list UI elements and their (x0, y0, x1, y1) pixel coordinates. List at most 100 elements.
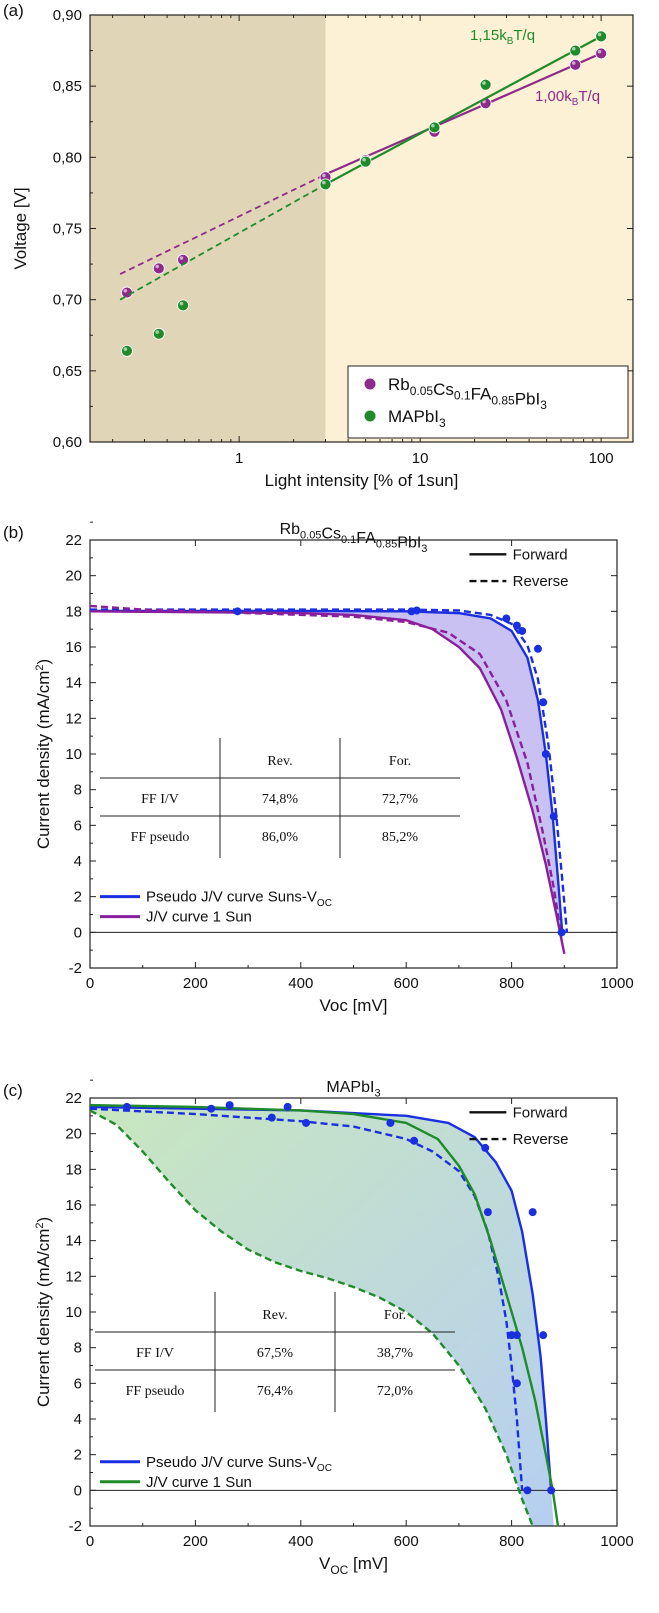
data-point (569, 44, 582, 57)
x-tick-label: 0 (86, 1533, 94, 1550)
pseudo-marker (539, 698, 548, 707)
y-tick-label: 18 (65, 603, 82, 620)
y-tick-label: 10 (65, 1304, 82, 1321)
data-point (121, 286, 133, 299)
series-line-dashed (89, 1109, 534, 1527)
pseudo-marker (386, 1118, 395, 1127)
data-point-highlight (597, 49, 602, 54)
x-tick-label-a: 1 (235, 450, 243, 467)
legend-marker (364, 378, 376, 390)
data-point (177, 299, 189, 312)
y-tick-label: 22 (65, 1090, 82, 1107)
panel-label-a: (a) (3, 1, 24, 20)
table-cell: 67,5% (257, 1346, 294, 1361)
pseudo-marker (481, 1143, 490, 1152)
pseudo-marker (512, 1331, 521, 1340)
y-tick-label: 20 (65, 568, 82, 585)
fit-label-mapbi3: 1,15kBT/q (470, 27, 535, 47)
pseudo-marker (528, 1208, 537, 1217)
ff-table: Rev. For. FF I/V 67,5% 38,7% FF pseudo 76,4% 72… (95, 1292, 455, 1412)
y-tick-label-a: 0,75 (53, 221, 82, 238)
y-tick-label: 10 (65, 746, 82, 763)
panel-label: (b) (3, 523, 24, 542)
panel-label: (c) (3, 1081, 23, 1100)
table-cell: 38,7% (377, 1346, 414, 1361)
pseudo-marker (502, 614, 511, 623)
series-a-1 (119, 30, 608, 357)
data-point (359, 155, 372, 168)
data-point-highlight (322, 180, 326, 185)
data-point-highlight (179, 256, 184, 260)
y-tick-label: 8 (74, 1340, 82, 1357)
style-dashed-label: Reverse (513, 1131, 569, 1148)
y-tick-label-a: 0,80 (53, 149, 82, 166)
x-tick-label: 1000 (600, 1533, 633, 1550)
x-tick-label: 800 (499, 975, 524, 992)
data-point-highlight (482, 81, 486, 85)
x-tick-label: 600 (394, 1533, 419, 1550)
x-axis-label-a: Light intensity [% of 1sun] (265, 471, 459, 490)
data-point-highlight (431, 123, 435, 128)
data-point (319, 178, 332, 191)
pseudo-marker (412, 606, 421, 615)
pseudo-marker (547, 1486, 556, 1495)
style-dashed-label: Reverse (513, 573, 569, 590)
x-tick-label: 800 (499, 1533, 524, 1550)
y-tick-label: 12 (65, 710, 82, 727)
table-header: Rev. (262, 1308, 287, 1323)
line-style-legend: Forward Reverse (469, 546, 569, 590)
y-tick-label-a: 0,70 (53, 292, 82, 309)
y-tick-label-a: 0,90 (53, 7, 82, 24)
x-tick-label-a: 10 (412, 450, 429, 467)
pseudo-marker (523, 1486, 532, 1495)
series-line-solid (89, 1103, 560, 1527)
y-tick-label: 8 (74, 782, 82, 799)
pseudo-marker (302, 1118, 311, 1127)
y-tick-label: 14 (65, 675, 82, 692)
pseudo-marker (267, 1113, 276, 1122)
legend-marker (364, 410, 376, 422)
y-tick-label: 18 (65, 1161, 82, 1178)
series-a-0 (119, 47, 608, 299)
data-point-highlight (362, 158, 366, 162)
legend-entry: J/V curve 1 Sun (146, 909, 252, 926)
pseudo-marker (512, 1379, 521, 1388)
legend-entry: J/V curve 1 Sun (146, 1474, 252, 1491)
pseudo-marker (539, 1331, 548, 1340)
x-tick-label: 200 (183, 975, 208, 992)
y-tick-label: 0 (74, 1482, 82, 1499)
data-point-highlight (571, 46, 576, 51)
data-point-highlight (123, 288, 128, 293)
y-tick-label-a: 0,60 (53, 434, 82, 451)
table-cell: FF I/V (136, 1346, 174, 1361)
table-header: For. (384, 1308, 406, 1323)
fit-line-dashed (119, 173, 326, 275)
pseudo-marker (283, 1102, 292, 1111)
table-cell: 72,0% (377, 1384, 414, 1399)
chart-title: Rb0.05Cs0.1FA0.85PbI3 (280, 521, 428, 555)
table-cell: FF I/V (141, 792, 179, 807)
x-tick-label: 1000 (600, 975, 633, 992)
table-cell: FF pseudo (131, 830, 190, 845)
x-tick-label-a: 100 (589, 450, 614, 467)
data-point-highlight (322, 173, 326, 178)
x-tick-label: 200 (183, 1533, 208, 1550)
legend-entry-a: Rb0.05Cs0.1FA0.85PbI3 (388, 375, 547, 412)
table-cell: 86,0% (262, 830, 299, 845)
pseudo-marker (512, 621, 521, 630)
pseudo-marker (225, 1101, 234, 1110)
y-tick-label: 0 (74, 924, 82, 941)
pseudo-marker (122, 1102, 131, 1111)
y-axis-label: Current density (mA/cm2) (34, 659, 53, 849)
pseudo-marker (207, 1104, 216, 1113)
fit-line-solid (325, 52, 602, 176)
fit-label-rb: 1,00kBT/q (535, 88, 600, 108)
x-axis-label: Voc [mV] (319, 996, 387, 1015)
data-point (595, 47, 608, 60)
legend-entry: Pseudo J/V curve Suns-VOC (146, 889, 332, 909)
data-point-highlight (179, 301, 184, 306)
y-tick-label: 6 (74, 817, 82, 834)
